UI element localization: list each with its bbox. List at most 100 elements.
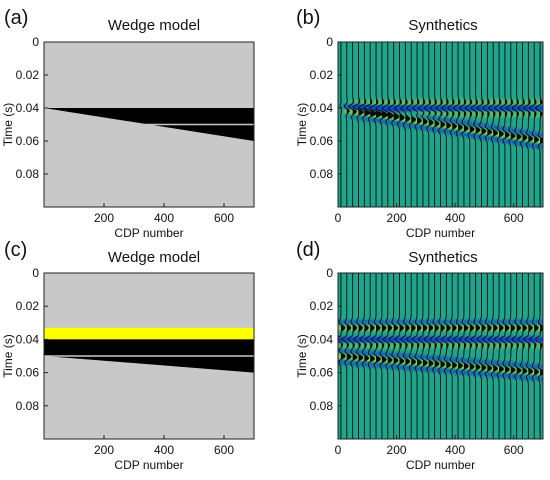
amplitude-cell: [433, 338, 438, 340]
amplitude-cell: [525, 343, 530, 346]
amplitude-cell: [389, 368, 394, 371]
amplitude-cell: [361, 358, 366, 361]
amplitude-cell: [426, 354, 431, 357]
amplitude-cell: [361, 326, 366, 329]
amplitude-cell: [440, 324, 445, 327]
amplitude-cell: [454, 367, 459, 369]
amplitude-cell: [402, 368, 407, 371]
amplitude-cell: [491, 338, 496, 340]
amplitude-cell: [522, 142, 527, 145]
amplitude-cell: [447, 109, 452, 112]
amplitude-cell: [365, 362, 370, 365]
amplitude-cell: [409, 106, 414, 109]
amplitude-cell: [474, 336, 479, 339]
amplitude-cell: [461, 364, 465, 367]
amplitude-cell: [348, 350, 353, 353]
amplitude-cell: [440, 128, 445, 131]
amplitude-cell: [355, 325, 359, 328]
amplitude-cell: [399, 124, 404, 127]
amplitude-cell: [505, 340, 510, 343]
amplitude-cell: [519, 98, 523, 101]
amplitude-cell: [399, 99, 404, 102]
amplitude-cell: [505, 320, 510, 322]
x-tick-label: 200: [387, 211, 407, 225]
amplitude-cell: [522, 376, 527, 379]
amplitude-cell: [529, 379, 534, 382]
amplitude-cell: [454, 346, 459, 349]
amplitude-cell: [522, 130, 527, 132]
amplitude-cell: [338, 346, 342, 349]
amplitude-cell: [519, 346, 523, 349]
amplitude-cell: [402, 338, 407, 340]
amplitude-cell: [423, 116, 428, 119]
amplitude-cell: [389, 343, 394, 346]
wiggle-trace: [476, 42, 487, 207]
wiggle-fill: [434, 42, 439, 207]
amplitude-cell: [443, 338, 448, 340]
amplitude-cell: [467, 136, 472, 139]
amplitude-cell: [525, 365, 530, 368]
y-tick-label: 0.04: [310, 101, 334, 115]
plot-area: [338, 273, 543, 439]
amplitude-cell: [512, 143, 517, 146]
amplitude-cell: [539, 105, 543, 108]
amplitude-cell: [379, 344, 383, 347]
amplitude-cell: [505, 99, 510, 102]
amplitude-cell: [525, 371, 530, 374]
amplitude-cell: [505, 141, 510, 143]
amplitude-cell: [515, 335, 520, 338]
amplitude-cell: [430, 360, 435, 363]
amplitude-cell: [392, 365, 397, 368]
amplitude-cell: [437, 336, 441, 339]
amplitude-cell: [447, 338, 452, 340]
amplitude-cell: [416, 335, 421, 338]
amplitude-cell: [440, 318, 445, 321]
amplitude-cell: [348, 112, 353, 114]
amplitude-cell: [348, 344, 353, 347]
amplitude-cell: [525, 326, 530, 329]
amplitude-cell: [365, 99, 370, 102]
amplitude-cell: [519, 116, 523, 119]
amplitude-cell: [402, 365, 407, 368]
amplitude-cell: [430, 343, 435, 346]
amplitude-cell: [420, 339, 424, 342]
amplitude-cell: [406, 324, 411, 327]
amplitude-cell: [498, 371, 503, 374]
amplitude-cell: [529, 101, 534, 103]
amplitude-cell: [406, 346, 411, 349]
amplitude-cell: [529, 112, 534, 114]
amplitude-cell: [402, 105, 407, 108]
amplitude-cell: [361, 343, 366, 346]
amplitude-cell: [413, 106, 418, 109]
amplitude-cell: [361, 354, 366, 357]
amplitude-cell: [525, 108, 530, 110]
wiggle-fill: [364, 273, 369, 439]
amplitude-cell: [502, 128, 506, 131]
amplitude-cell: [447, 372, 452, 375]
amplitude-cell: [491, 106, 496, 109]
amplitude-cell: [392, 356, 397, 358]
amplitude-cell: [539, 322, 543, 325]
amplitude-cell: [488, 99, 493, 102]
amplitude-cell: [484, 124, 489, 127]
amplitude-cell: [461, 98, 465, 101]
amplitude-cell: [502, 99, 506, 102]
amplitude-cell: [447, 346, 452, 349]
amplitude-cell: [443, 356, 448, 358]
amplitude-cell: [355, 322, 359, 325]
amplitude-cell: [481, 116, 486, 119]
amplitude-cell: [454, 102, 459, 105]
amplitude-cell: [406, 368, 411, 371]
amplitude-cell: [430, 358, 435, 361]
amplitude-cell: [341, 318, 346, 321]
amplitude-cell: [502, 329, 506, 332]
amplitude-cell: [529, 134, 534, 136]
amplitude-cell: [481, 321, 486, 324]
amplitude-cell: [440, 130, 445, 132]
amplitude-cell: [430, 99, 435, 102]
amplitude-cell: [413, 364, 418, 367]
amplitude-cell: [498, 347, 503, 350]
amplitude-cell: [426, 116, 431, 119]
amplitude-cell: [399, 322, 404, 325]
amplitude-cell: [464, 358, 469, 361]
